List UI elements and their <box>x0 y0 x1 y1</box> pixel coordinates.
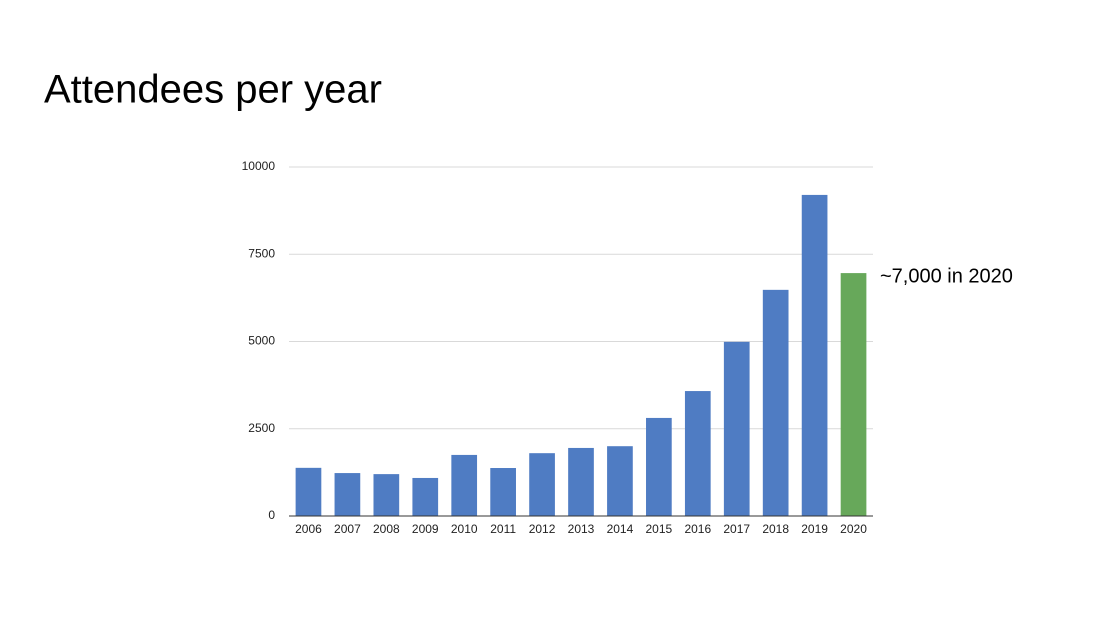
y-tick-label: 0 <box>268 508 275 522</box>
bar <box>412 477 439 516</box>
bar <box>373 474 400 516</box>
y-tick-label: 10000 <box>242 159 276 173</box>
bar <box>646 417 672 516</box>
x-tick-label: 2011 <box>490 522 516 536</box>
bar <box>723 341 750 516</box>
x-tick-label: 2018 <box>762 522 789 536</box>
x-tick-label: 2010 <box>451 522 478 536</box>
bar <box>451 454 478 516</box>
bar <box>840 273 867 516</box>
x-tick-label: 2007 <box>334 522 361 536</box>
bar <box>334 473 361 516</box>
y-tick-label: 5000 <box>248 334 275 348</box>
y-tick-label: 2500 <box>248 421 275 435</box>
x-tick-label: 2009 <box>412 522 439 536</box>
bar <box>490 468 516 516</box>
x-tick-label: 2020 <box>840 522 867 536</box>
bar <box>684 391 711 516</box>
bar <box>529 453 555 516</box>
x-tick-label: 2014 <box>607 522 634 536</box>
y-tick-label: 7500 <box>248 246 275 260</box>
x-tick-label: 2008 <box>373 522 400 536</box>
bar <box>295 467 322 516</box>
bar <box>607 446 633 516</box>
x-tick-label: 2017 <box>723 522 750 536</box>
bar <box>801 194 828 517</box>
bar <box>568 447 594 516</box>
chart-title: Attendees per year <box>44 68 382 112</box>
x-tick-label: 2016 <box>684 522 711 536</box>
x-tick-label: 2019 <box>801 522 828 536</box>
x-tick-label: 2012 <box>529 522 556 536</box>
x-tick-label: 2015 <box>646 522 673 536</box>
x-tick-label: 2006 <box>295 522 322 536</box>
annotation: ~7,000 in 2020 <box>880 265 1013 287</box>
x-tick-label: 2013 <box>568 522 595 536</box>
bar <box>762 289 789 516</box>
